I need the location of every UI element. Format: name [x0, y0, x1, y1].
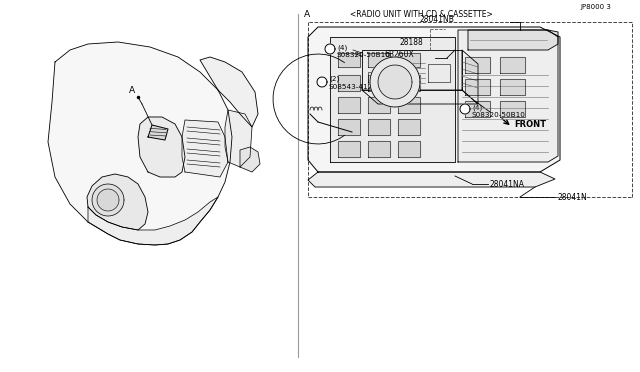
Text: <RADIO UNIT WITH CD & CASSETTE>: <RADIO UNIT WITH CD & CASSETTE>: [350, 10, 493, 19]
Polygon shape: [97, 189, 119, 211]
Polygon shape: [462, 50, 478, 104]
Polygon shape: [200, 57, 258, 127]
Polygon shape: [428, 64, 450, 82]
Polygon shape: [398, 75, 420, 91]
Polygon shape: [138, 117, 185, 177]
Text: 28188: 28188: [400, 38, 424, 46]
Polygon shape: [308, 27, 560, 172]
Text: A: A: [129, 86, 135, 94]
Text: 28041NB: 28041NB: [420, 15, 455, 23]
Text: S: S: [320, 80, 324, 84]
Text: (4): (4): [472, 105, 483, 111]
Polygon shape: [317, 77, 327, 87]
Text: S08320-50B10: S08320-50B10: [337, 52, 391, 58]
Text: (2): (2): [329, 76, 339, 82]
Text: S08543-41210: S08543-41210: [329, 84, 383, 90]
Polygon shape: [465, 57, 490, 73]
Polygon shape: [500, 79, 525, 95]
Text: S08320-50B10: S08320-50B10: [472, 112, 526, 118]
Polygon shape: [338, 97, 360, 113]
Polygon shape: [368, 53, 390, 67]
Text: 28041NA: 28041NA: [490, 180, 525, 189]
Polygon shape: [92, 184, 124, 216]
Polygon shape: [225, 110, 252, 167]
Polygon shape: [330, 37, 455, 162]
Text: S: S: [463, 106, 467, 112]
Text: 28041N: 28041N: [558, 192, 588, 202]
Polygon shape: [325, 44, 335, 54]
Text: FRONT: FRONT: [514, 119, 546, 128]
Polygon shape: [338, 75, 360, 91]
Text: A: A: [304, 10, 310, 19]
Polygon shape: [380, 72, 389, 82]
Polygon shape: [88, 197, 218, 245]
Polygon shape: [368, 97, 390, 113]
Polygon shape: [368, 119, 390, 135]
Polygon shape: [458, 30, 558, 162]
Polygon shape: [368, 72, 377, 82]
Text: S: S: [328, 46, 332, 51]
Polygon shape: [308, 172, 555, 187]
Text: 6B260X: 6B260X: [385, 49, 415, 58]
Polygon shape: [468, 30, 558, 50]
Polygon shape: [378, 65, 412, 99]
Polygon shape: [460, 104, 470, 114]
Polygon shape: [465, 79, 490, 95]
Polygon shape: [398, 141, 420, 157]
Polygon shape: [148, 125, 168, 140]
Polygon shape: [398, 53, 420, 67]
Text: JP8000 3: JP8000 3: [580, 4, 611, 10]
Polygon shape: [48, 42, 232, 245]
Text: (4): (4): [337, 45, 348, 51]
Polygon shape: [398, 119, 420, 135]
Polygon shape: [362, 90, 478, 104]
Polygon shape: [338, 119, 360, 135]
Polygon shape: [368, 141, 390, 157]
Polygon shape: [240, 147, 260, 172]
Polygon shape: [500, 57, 525, 73]
Polygon shape: [500, 101, 525, 117]
Polygon shape: [87, 174, 148, 230]
Polygon shape: [368, 75, 390, 91]
Polygon shape: [370, 57, 420, 107]
Polygon shape: [465, 101, 490, 117]
Polygon shape: [182, 120, 228, 177]
Polygon shape: [338, 53, 360, 67]
Polygon shape: [398, 97, 420, 113]
Polygon shape: [362, 50, 462, 90]
Polygon shape: [338, 141, 360, 157]
